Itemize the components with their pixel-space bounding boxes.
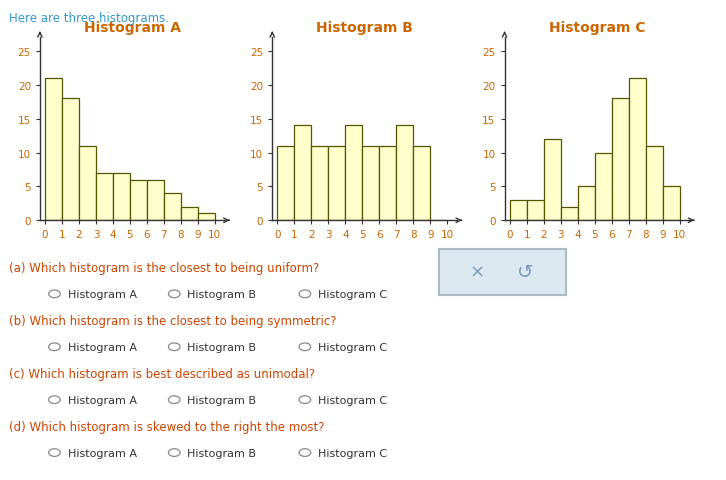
Text: Here are three histograms.: Here are three histograms.	[9, 12, 168, 25]
Text: ×: ×	[470, 264, 485, 281]
Text: Histogram A: Histogram A	[68, 448, 136, 457]
Bar	[595, 153, 611, 221]
Bar	[198, 214, 215, 221]
Text: Histogram B: Histogram B	[187, 342, 256, 352]
Bar	[362, 146, 379, 221]
Bar	[663, 187, 680, 221]
Bar	[346, 126, 362, 221]
Text: Histogram A: Histogram A	[68, 395, 136, 405]
Bar	[526, 201, 544, 221]
Bar	[45, 79, 62, 221]
Bar	[611, 99, 629, 221]
Bar	[277, 146, 294, 221]
Bar	[510, 201, 526, 221]
Bar	[96, 173, 113, 221]
Text: Histogram A: Histogram A	[68, 342, 136, 352]
Title: Histogram A: Histogram A	[84, 21, 181, 35]
Bar	[62, 99, 79, 221]
Text: Histogram B: Histogram B	[187, 395, 256, 405]
Title: Histogram C: Histogram C	[549, 21, 645, 35]
Bar	[396, 126, 413, 221]
Bar	[164, 194, 181, 221]
Bar	[328, 146, 346, 221]
Text: (d) Which histogram is skewed to the right the most?: (d) Which histogram is skewed to the rig…	[9, 420, 325, 433]
Bar	[629, 79, 645, 221]
Bar	[79, 146, 96, 221]
Bar	[311, 146, 328, 221]
Bar	[181, 207, 198, 221]
Bar	[544, 140, 560, 221]
Text: Histogram C: Histogram C	[318, 395, 387, 405]
Text: Histogram C: Histogram C	[318, 342, 387, 352]
Text: Histogram C: Histogram C	[318, 448, 387, 457]
Bar	[130, 180, 147, 221]
Title: Histogram B: Histogram B	[317, 21, 413, 35]
Text: (a) Which histogram is the closest to being uniform?: (a) Which histogram is the closest to be…	[9, 262, 319, 275]
Text: Histogram A: Histogram A	[68, 289, 136, 299]
Bar	[294, 126, 311, 221]
Bar	[560, 207, 578, 221]
Text: ↺: ↺	[518, 263, 534, 282]
Bar	[578, 187, 595, 221]
Bar	[645, 146, 663, 221]
Text: (b) Which histogram is the closest to being symmetric?: (b) Which histogram is the closest to be…	[9, 314, 336, 327]
Bar	[113, 173, 130, 221]
Bar	[413, 146, 431, 221]
Bar	[379, 146, 396, 221]
Text: Histogram B: Histogram B	[187, 289, 256, 299]
Text: Histogram C: Histogram C	[318, 289, 387, 299]
Bar	[147, 180, 164, 221]
Text: Histogram B: Histogram B	[187, 448, 256, 457]
Text: (c) Which histogram is best described as unimodal?: (c) Which histogram is best described as…	[9, 367, 315, 380]
